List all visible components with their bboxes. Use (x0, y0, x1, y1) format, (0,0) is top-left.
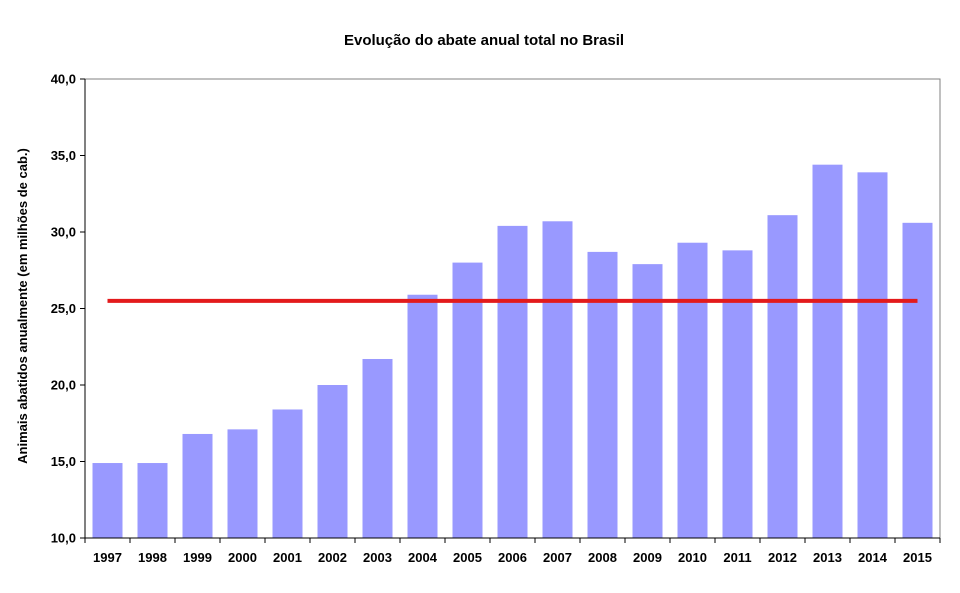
bar-2015 (902, 222, 933, 538)
x-tick-label: 2003 (363, 550, 392, 565)
y-tick-label: 20,0 (51, 378, 76, 393)
x-tick-label: 2009 (633, 550, 662, 565)
plot-area: 10,0 15,0 20,0 25,0 30,0 35,0 40,0 1997 1998 1999… (51, 72, 941, 565)
y-tick-label: 10,0 (51, 531, 76, 546)
bar-2001 (272, 409, 303, 538)
bar-2000 (227, 429, 258, 538)
x-tick-label: 1999 (183, 550, 212, 565)
y-axis-label: Animais abatidos anualmente (em milhões … (15, 148, 30, 464)
x-tick-label: 1997 (93, 550, 122, 565)
bar-2012 (767, 215, 798, 539)
bar-2009 (632, 264, 663, 538)
x-tick-label: 2010 (678, 550, 707, 565)
bar-1999 (182, 433, 213, 538)
bar-2003 (362, 358, 393, 538)
y-tick-label: 40,0 (51, 72, 76, 87)
x-tick-label: 2005 (453, 550, 482, 565)
bar-2008 (587, 251, 618, 538)
x-tick-label: 2012 (768, 550, 797, 565)
chart-title: Evolução do abate anual total no Brasil (344, 32, 624, 49)
x-tick-label: 2002 (318, 550, 347, 565)
bar-2002 (317, 385, 348, 538)
bar-2013 (812, 164, 843, 538)
x-tick-label: 2008 (588, 550, 617, 565)
bar-2007 (542, 221, 573, 539)
x-tick-label: 2014 (858, 550, 888, 565)
bar-1998 (137, 463, 168, 538)
x-tick-label: 1998 (138, 550, 167, 565)
x-tick-label: 2000 (228, 550, 257, 565)
x-tick-label: 2001 (273, 550, 302, 565)
bar-1997 (92, 463, 123, 538)
bar-2004 (407, 294, 438, 538)
y-tick-label: 30,0 (51, 225, 76, 240)
y-tick-label: 25,0 (51, 301, 76, 316)
bar-2010 (677, 242, 708, 538)
bar-2006 (497, 225, 528, 538)
bar-2014 (857, 172, 888, 538)
x-tick-label: 2007 (543, 550, 572, 565)
x-tick-label: 2006 (498, 550, 527, 565)
x-tick-label: 2013 (813, 550, 842, 565)
y-tick-label: 15,0 (51, 454, 76, 469)
x-tick-label: 2011 (723, 550, 751, 565)
y-tick-label: 35,0 (51, 148, 76, 163)
bar-2005 (452, 262, 483, 538)
x-tick-label: 2004 (408, 550, 438, 565)
bar-2011 (722, 250, 753, 539)
x-tick-label: 2015 (903, 550, 932, 565)
